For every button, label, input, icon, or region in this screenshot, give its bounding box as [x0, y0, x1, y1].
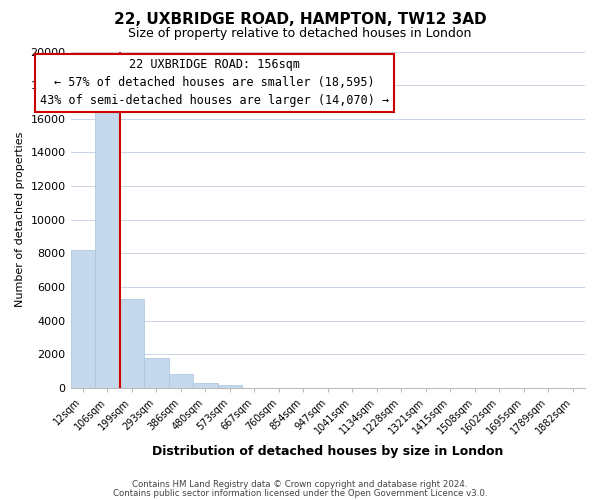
Text: 22 UXBRIDGE ROAD: 156sqm
← 57% of detached houses are smaller (18,595)
43% of se: 22 UXBRIDGE ROAD: 156sqm ← 57% of detach… — [40, 58, 389, 107]
Text: Contains HM Land Registry data © Crown copyright and database right 2024.: Contains HM Land Registry data © Crown c… — [132, 480, 468, 489]
Bar — [169, 374, 193, 388]
Text: Size of property relative to detached houses in London: Size of property relative to detached ho… — [128, 28, 472, 40]
Bar — [218, 384, 242, 388]
X-axis label: Distribution of detached houses by size in London: Distribution of detached houses by size … — [152, 444, 503, 458]
Bar — [71, 250, 95, 388]
Text: Contains public sector information licensed under the Open Government Licence v3: Contains public sector information licen… — [113, 490, 487, 498]
Y-axis label: Number of detached properties: Number of detached properties — [15, 132, 25, 308]
Bar — [119, 298, 144, 388]
Bar — [95, 110, 119, 388]
Bar — [144, 358, 169, 388]
Bar — [193, 383, 218, 388]
Text: 22, UXBRIDGE ROAD, HAMPTON, TW12 3AD: 22, UXBRIDGE ROAD, HAMPTON, TW12 3AD — [113, 12, 487, 28]
